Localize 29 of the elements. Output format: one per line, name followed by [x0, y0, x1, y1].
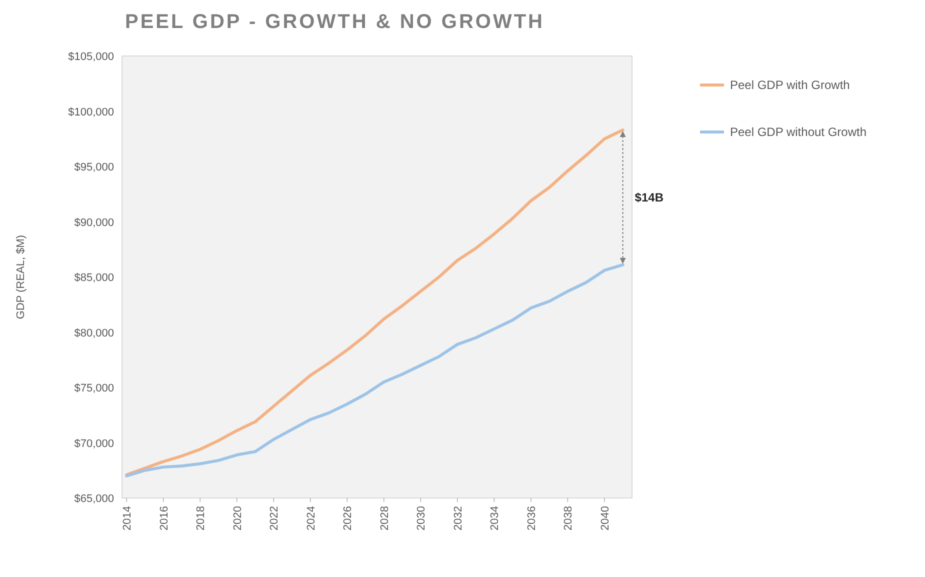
x-tick-label: 2040 [599, 506, 612, 530]
x-tick-label: 2018 [195, 506, 208, 530]
x-tick-label: 2016 [158, 506, 170, 530]
legend-label: Peel GDP without Growth [730, 125, 867, 139]
chart-title: PEEL GDP - GROWTH & NO GROWTH [125, 11, 544, 33]
y-tick-label: $100,000 [68, 106, 114, 118]
x-tick-label: 2022 [268, 506, 281, 530]
y-tick-label: $70,000 [74, 438, 114, 450]
y-tick-label: $80,000 [74, 327, 114, 340]
x-tick-label: 2036 [526, 506, 538, 530]
x-tick-label: 2032 [452, 506, 464, 530]
y-tick-label: $90,000 [74, 216, 114, 229]
x-tick-label: 2034 [489, 506, 502, 530]
y-tick-label: $105,000 [68, 51, 114, 63]
x-tick-label: 2014 [122, 506, 134, 530]
y-tick-label: $95,000 [74, 162, 114, 174]
x-tick-label: 2024 [305, 506, 318, 530]
x-tick-label: 2020 [232, 506, 244, 530]
x-tick-label: 2038 [562, 506, 575, 530]
x-tick-label: 2030 [416, 506, 428, 530]
x-tick-label: 2028 [378, 506, 391, 530]
text: $14B [634, 190, 664, 204]
y-tick-label: $65,000 [74, 493, 114, 505]
y-tick-label: $75,000 [74, 382, 114, 394]
line-series [125, 128, 624, 476]
y-tick-label: $85,000 [74, 272, 114, 284]
legend-label: Peel GDP with Growth [730, 78, 850, 92]
x-tick-label: 2026 [342, 506, 354, 530]
y-axis-title: GDP (REAL, $M) [15, 234, 27, 320]
